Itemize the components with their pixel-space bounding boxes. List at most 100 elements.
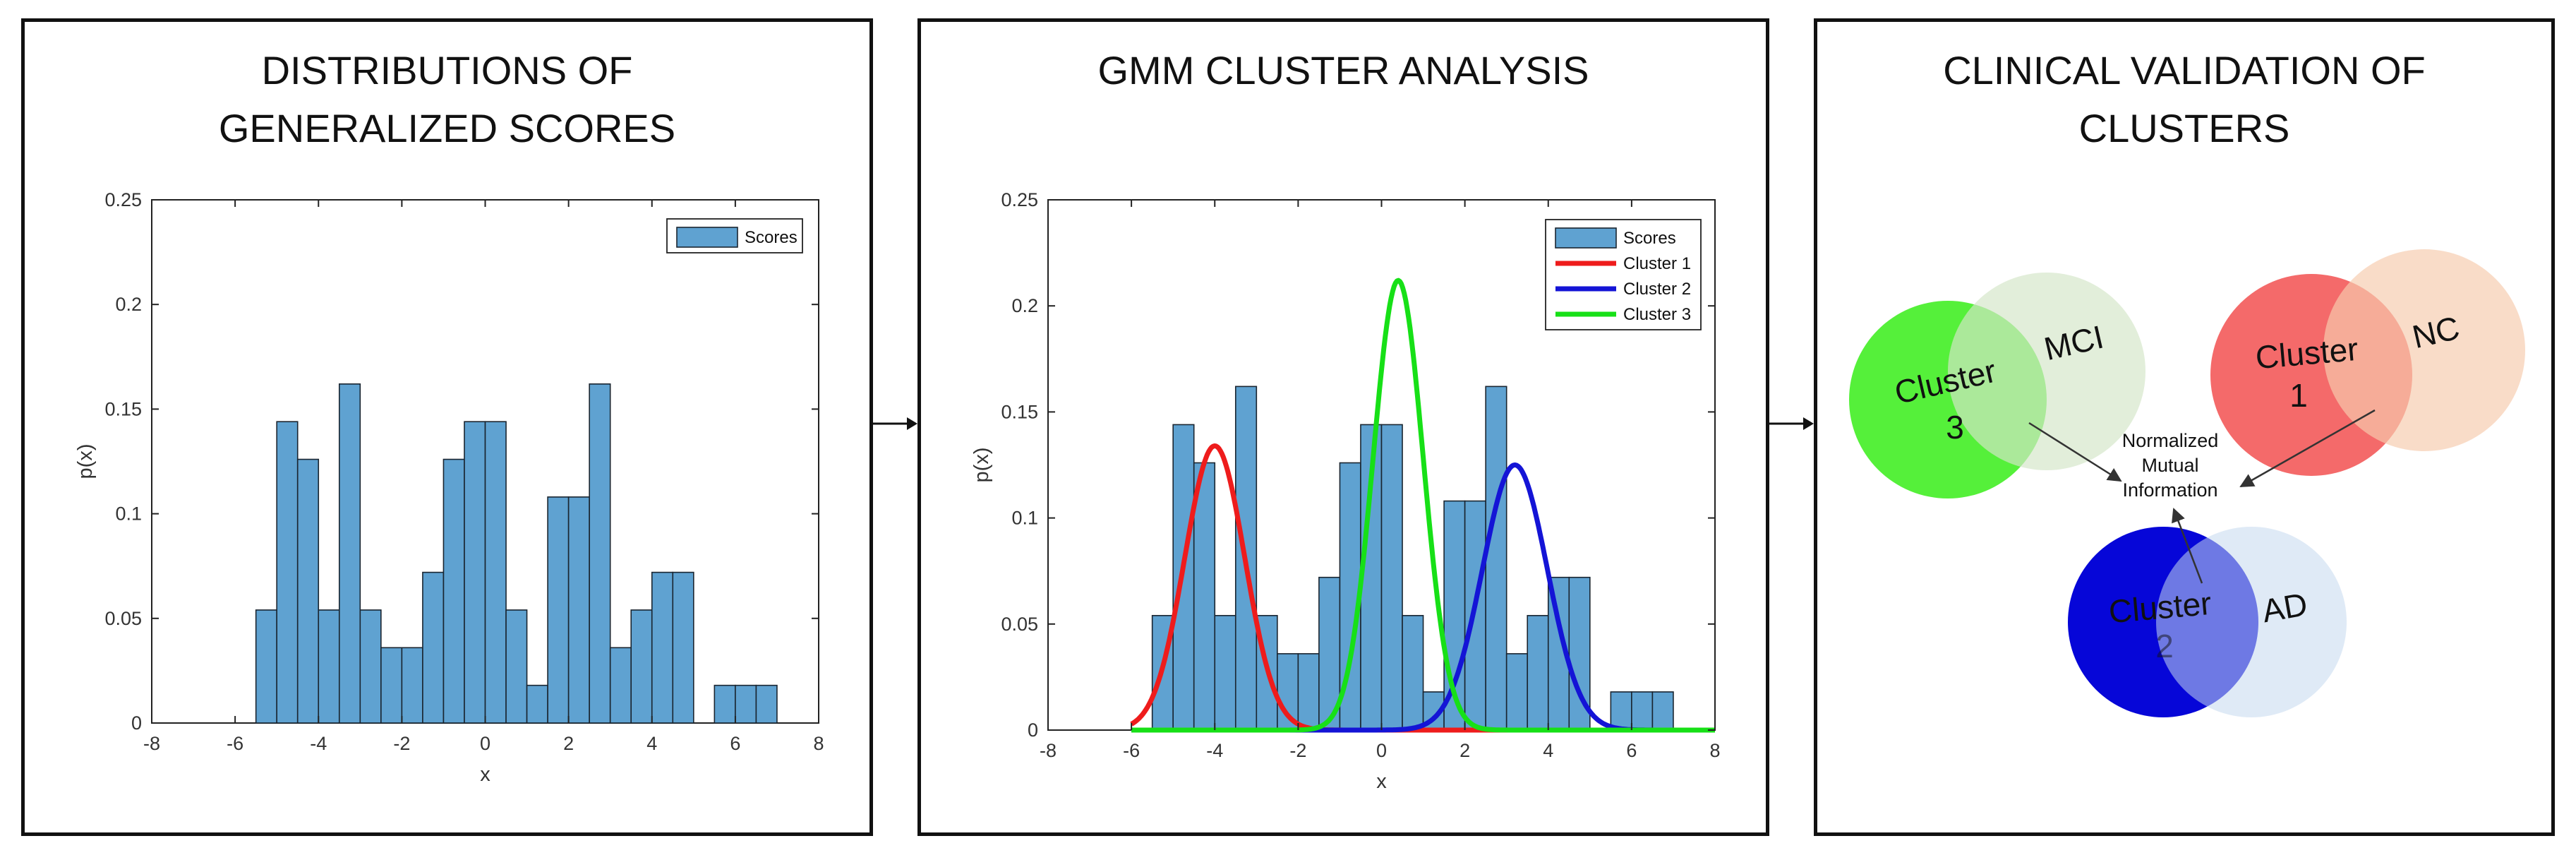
venn-cluster3-mci: Cluster 3 MCI: [1849, 273, 2145, 498]
cluster3-label-2: 3: [1946, 409, 1964, 446]
y-tick-label: 0.15: [1001, 401, 1038, 422]
y-tick-label: 0: [131, 712, 142, 734]
y-tick-label: 0.25: [1001, 189, 1038, 210]
legend-label-scores: Scores: [745, 228, 798, 247]
panel-1-title-line1: DISTRIBUTIONS OF: [261, 48, 633, 92]
legend: Scores Cluster 1 Cluster 2 Cluster 3: [1545, 219, 1702, 330]
histogram-bar: [1464, 500, 1486, 731]
nmi-arrow-mci: [2028, 422, 2122, 482]
y-axis-label: p(x): [970, 448, 993, 483]
y-tick-label: 0: [1028, 719, 1038, 741]
histogram-bar: [401, 647, 423, 724]
x-tick-label: -8: [143, 733, 160, 754]
cluster1-label-2: 1: [2289, 377, 2308, 414]
y-tick-label: 0.1: [1011, 508, 1038, 529]
cluster2-label-1: Cluster: [2107, 585, 2213, 631]
histogram-bar: [735, 684, 757, 724]
y-tick-label: 0.2: [1011, 295, 1038, 316]
x-tick-label: 4: [646, 733, 657, 754]
histogram-bar: [276, 421, 299, 724]
histogram-bar: [505, 609, 528, 724]
panel-2-title: GMM CLUSTER ANALYSIS: [921, 42, 1766, 100]
nmi-arrow-nc: [2239, 409, 2376, 488]
panel-1-title-line2: GENERALIZED SCORES: [218, 106, 676, 150]
x-tick-label: 6: [730, 733, 740, 754]
nmi-arrow-ad: [2172, 508, 2203, 584]
panel-distributions: DISTRIBUTIONS OF GENERALIZED SCORES -8 -6…: [21, 18, 873, 836]
legend-swatch-scores: [1555, 227, 1617, 249]
x-tick-label: -4: [1206, 740, 1223, 761]
x-tick-label: 0: [1376, 740, 1387, 761]
bar-series-scores: [255, 383, 778, 724]
x-tick-label: -4: [310, 733, 327, 754]
gmm-chart: -8 -6 -4 -2 0 2 4 6 8 0 0.05 0.1 0.15 0.2 0.25 x p(x) Sco…: [970, 189, 1721, 793]
histogram-bar: [1485, 386, 1507, 731]
histogram-bar: [1380, 424, 1403, 731]
arrow-1-to-2: [873, 417, 917, 430]
cluster2-label-2: 2: [2155, 628, 2174, 664]
histogram-bar: [755, 684, 778, 724]
x-tick-label: -2: [393, 733, 410, 754]
x-axis-label: x: [1376, 770, 1387, 793]
histogram-bar: [651, 571, 674, 724]
histogram-bar: [296, 458, 320, 724]
x-tick-label: 2: [563, 733, 574, 754]
histogram-bar: [443, 458, 465, 724]
legend: Scores: [666, 218, 803, 253]
bar-series-scores: [1151, 386, 1674, 731]
histogram-bar: [1527, 614, 1549, 731]
cluster1-label-1: Cluster: [2254, 330, 2360, 376]
nmi-line2: Mutual: [2141, 455, 2198, 476]
x-tick-label: -2: [1289, 740, 1306, 761]
histogram-bar: [255, 609, 277, 724]
panel-clinical-validation: CLINICAL VALIDATION OF CLUSTERS Cluster …: [1814, 18, 2555, 836]
panel-3-title-line2: CLUSTERS: [2078, 106, 2290, 150]
histogram-chart: -8 -6 -4 -2 0 2 4 6 8 0 0.05 0.1 0.15 0.2 0.25 x p(x) Sco…: [74, 189, 824, 786]
x-tick-label: 2: [1459, 740, 1470, 761]
histogram-bar: [1297, 653, 1320, 731]
ad-label: AD: [2259, 585, 2310, 629]
histogram-bar: [1214, 614, 1236, 731]
x-tick-label: -6: [1123, 740, 1140, 761]
y-tick-label: 0.25: [104, 189, 142, 210]
legend-label-cluster-2: Cluster 2: [1623, 280, 1691, 299]
histogram-bar: [484, 421, 507, 724]
x-tick-label: 4: [1543, 740, 1553, 761]
panel-gmm: GMM CLUSTER ANALYSIS -8 -6 -4 -2 0 2 4 6 8 0 0.05 0…: [917, 18, 1769, 836]
arrow-2-head: [1803, 417, 1814, 430]
arrow-2-to-3: [1769, 417, 1814, 430]
histogram-bar: [422, 571, 445, 724]
histogram-bar: [1651, 691, 1674, 731]
venn-diagrams: Cluster 3 MCI Cluster 1 NC Cluster 2 AD …: [1849, 249, 2525, 717]
histogram-bar: [630, 609, 653, 724]
histogram-bar: [547, 496, 570, 724]
legend-label-cluster-3: Cluster 3: [1623, 305, 1691, 324]
x-axis-label: x: [480, 763, 490, 786]
venn-mci-circle: [1948, 273, 2145, 470]
x-tick-label: -6: [227, 733, 243, 754]
y-tick-label: 0.15: [104, 398, 142, 419]
histogram-bar: [464, 421, 486, 724]
nmi-line3: Information: [2122, 479, 2217, 501]
histogram-bar: [609, 647, 632, 724]
venn-ad-circle: [2156, 527, 2347, 717]
y-tick-label: 0.1: [115, 503, 142, 525]
venn-cluster1-nc: Cluster 1 NC: [2210, 249, 2525, 476]
x-tick-label: 0: [480, 733, 490, 754]
histogram-bar: [1631, 691, 1654, 731]
histogram-bar: [380, 647, 403, 724]
legend-label-cluster-1: Cluster 1: [1623, 254, 1691, 273]
histogram-bar: [526, 684, 548, 724]
panel-3-title: CLINICAL VALIDATION OF CLUSTERS: [1817, 42, 2551, 157]
venn-cluster2-ad: Cluster 2 AD: [2068, 527, 2347, 717]
y-tick-label: 0.05: [1001, 614, 1038, 635]
x-tick-label: 8: [813, 733, 824, 754]
y-tick-label: 0.2: [115, 294, 142, 315]
histogram-bar: [672, 571, 694, 724]
venn-nc-circle: [2323, 249, 2525, 451]
histogram-bar: [1505, 653, 1529, 731]
x-tick-label: 6: [1626, 740, 1637, 761]
nmi-line1: Normalized: [2122, 430, 2219, 451]
y-tick-label: 0.05: [104, 608, 142, 629]
x-tick-label: 8: [1709, 740, 1720, 761]
